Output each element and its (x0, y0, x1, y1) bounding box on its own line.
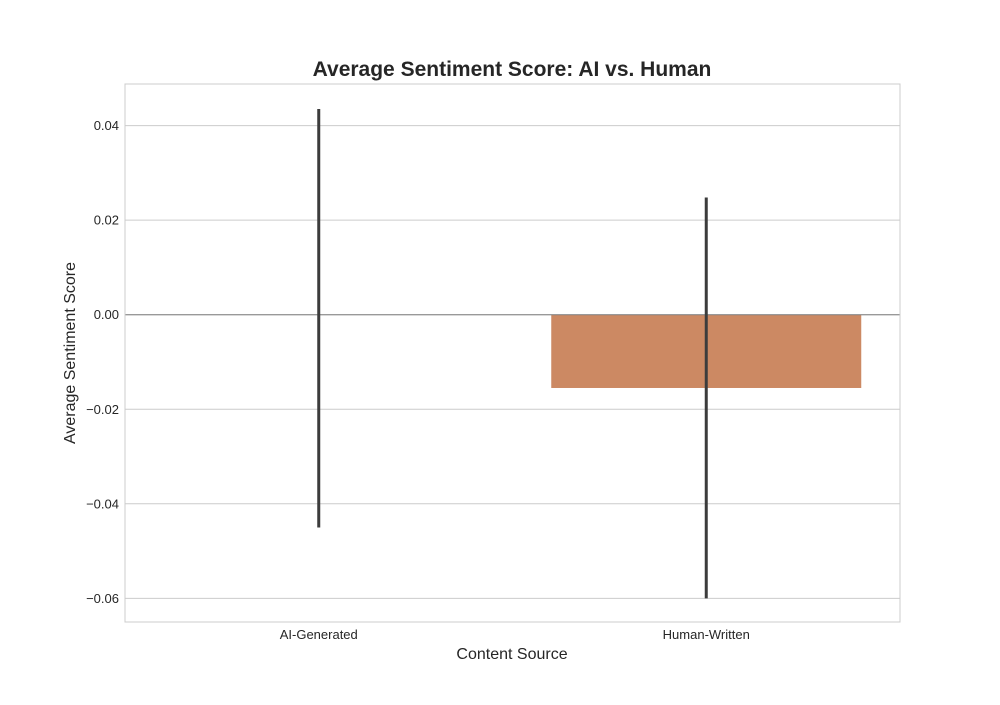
x-tick-layer: AI-Generated Human-Written (280, 627, 750, 642)
x-tick-label: AI-Generated (280, 627, 358, 642)
y-tick-layer: −0.06 −0.04 −0.02 0.00 0.02 0.04 (86, 118, 119, 606)
y-tick-label: −0.02 (86, 402, 119, 417)
error-bar-layer (317, 109, 708, 599)
plot-frame (124, 83, 901, 623)
y-tick-label: 0.02 (94, 213, 119, 228)
y-tick-label: 0.04 (94, 118, 119, 133)
x-axis-label: Content Source (456, 646, 567, 663)
y-tick-label: 0.00 (94, 307, 119, 322)
y-tick-label: −0.04 (86, 496, 119, 511)
x-tick-label: Human-Written (663, 627, 750, 642)
chart-title: Average Sentiment Score: AI vs. Human (313, 58, 712, 81)
y-axis-label: Average Sentiment Score (62, 262, 79, 444)
y-tick-label: −0.06 (86, 591, 119, 606)
